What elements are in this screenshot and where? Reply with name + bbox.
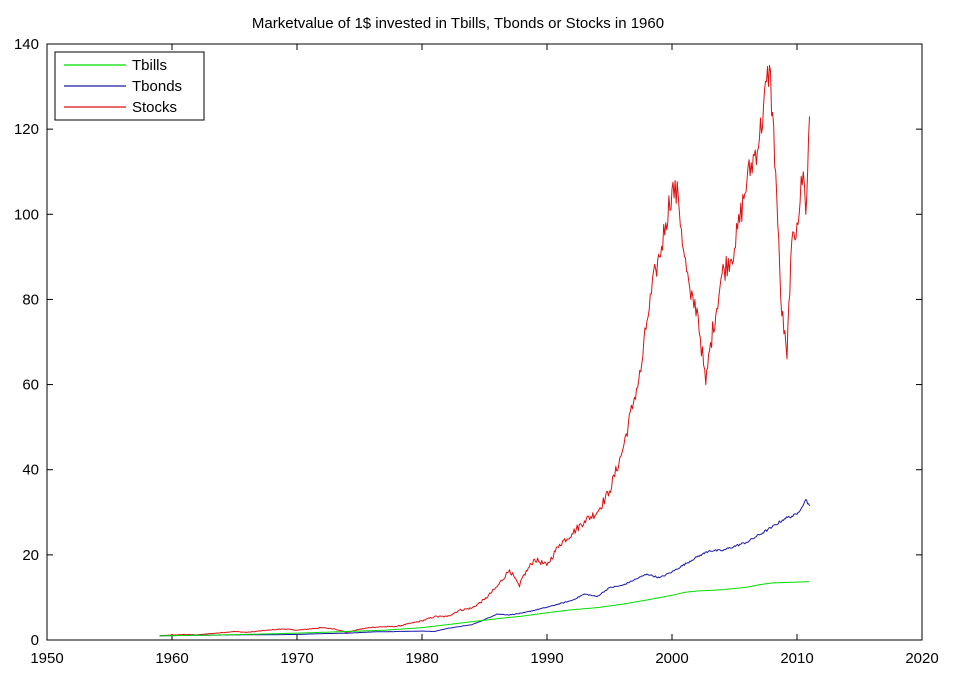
x-tick-label: 2000 xyxy=(655,650,688,667)
y-tick-label: 100 xyxy=(14,206,39,223)
chart-title: Marketvalue of 1$ invested in Tbills, Tb… xyxy=(252,15,664,32)
x-tick-label: 2010 xyxy=(780,650,813,667)
y-tick-label: 80 xyxy=(22,291,39,308)
x-tick-label: 1980 xyxy=(405,650,438,667)
x-tick-label: 1990 xyxy=(530,650,563,667)
series-line-tbills xyxy=(159,581,810,637)
x-axis: 1950 1960 1970 1980 1990 2000 2010 2020 xyxy=(30,44,939,667)
y-tick-label: 0 xyxy=(31,632,39,649)
x-tick-label: 1950 xyxy=(30,650,63,667)
legend-label-tbonds: Tbonds xyxy=(132,78,182,95)
y-tick-label: 120 xyxy=(14,121,39,138)
series-line-tbonds xyxy=(159,499,810,637)
x-tick-label: 1970 xyxy=(280,650,313,667)
series-layer xyxy=(159,64,810,637)
x-tick-label: 1960 xyxy=(155,650,188,667)
series-line-stocks xyxy=(159,64,810,637)
legend-label-stocks: Stocks xyxy=(132,99,177,116)
x-tick-label: 2020 xyxy=(905,650,938,667)
legend-label-tbills: Tbills xyxy=(132,57,167,74)
y-axis: 0 20 40 60 80 100 120 140 xyxy=(14,36,922,649)
y-tick-label: 140 xyxy=(14,36,39,53)
legend: Tbills Tbonds Stocks xyxy=(54,51,205,121)
y-tick-label: 20 xyxy=(22,547,39,564)
y-tick-label: 60 xyxy=(22,377,39,394)
plot-area-frame xyxy=(46,43,923,641)
y-tick-label: 40 xyxy=(22,462,39,479)
